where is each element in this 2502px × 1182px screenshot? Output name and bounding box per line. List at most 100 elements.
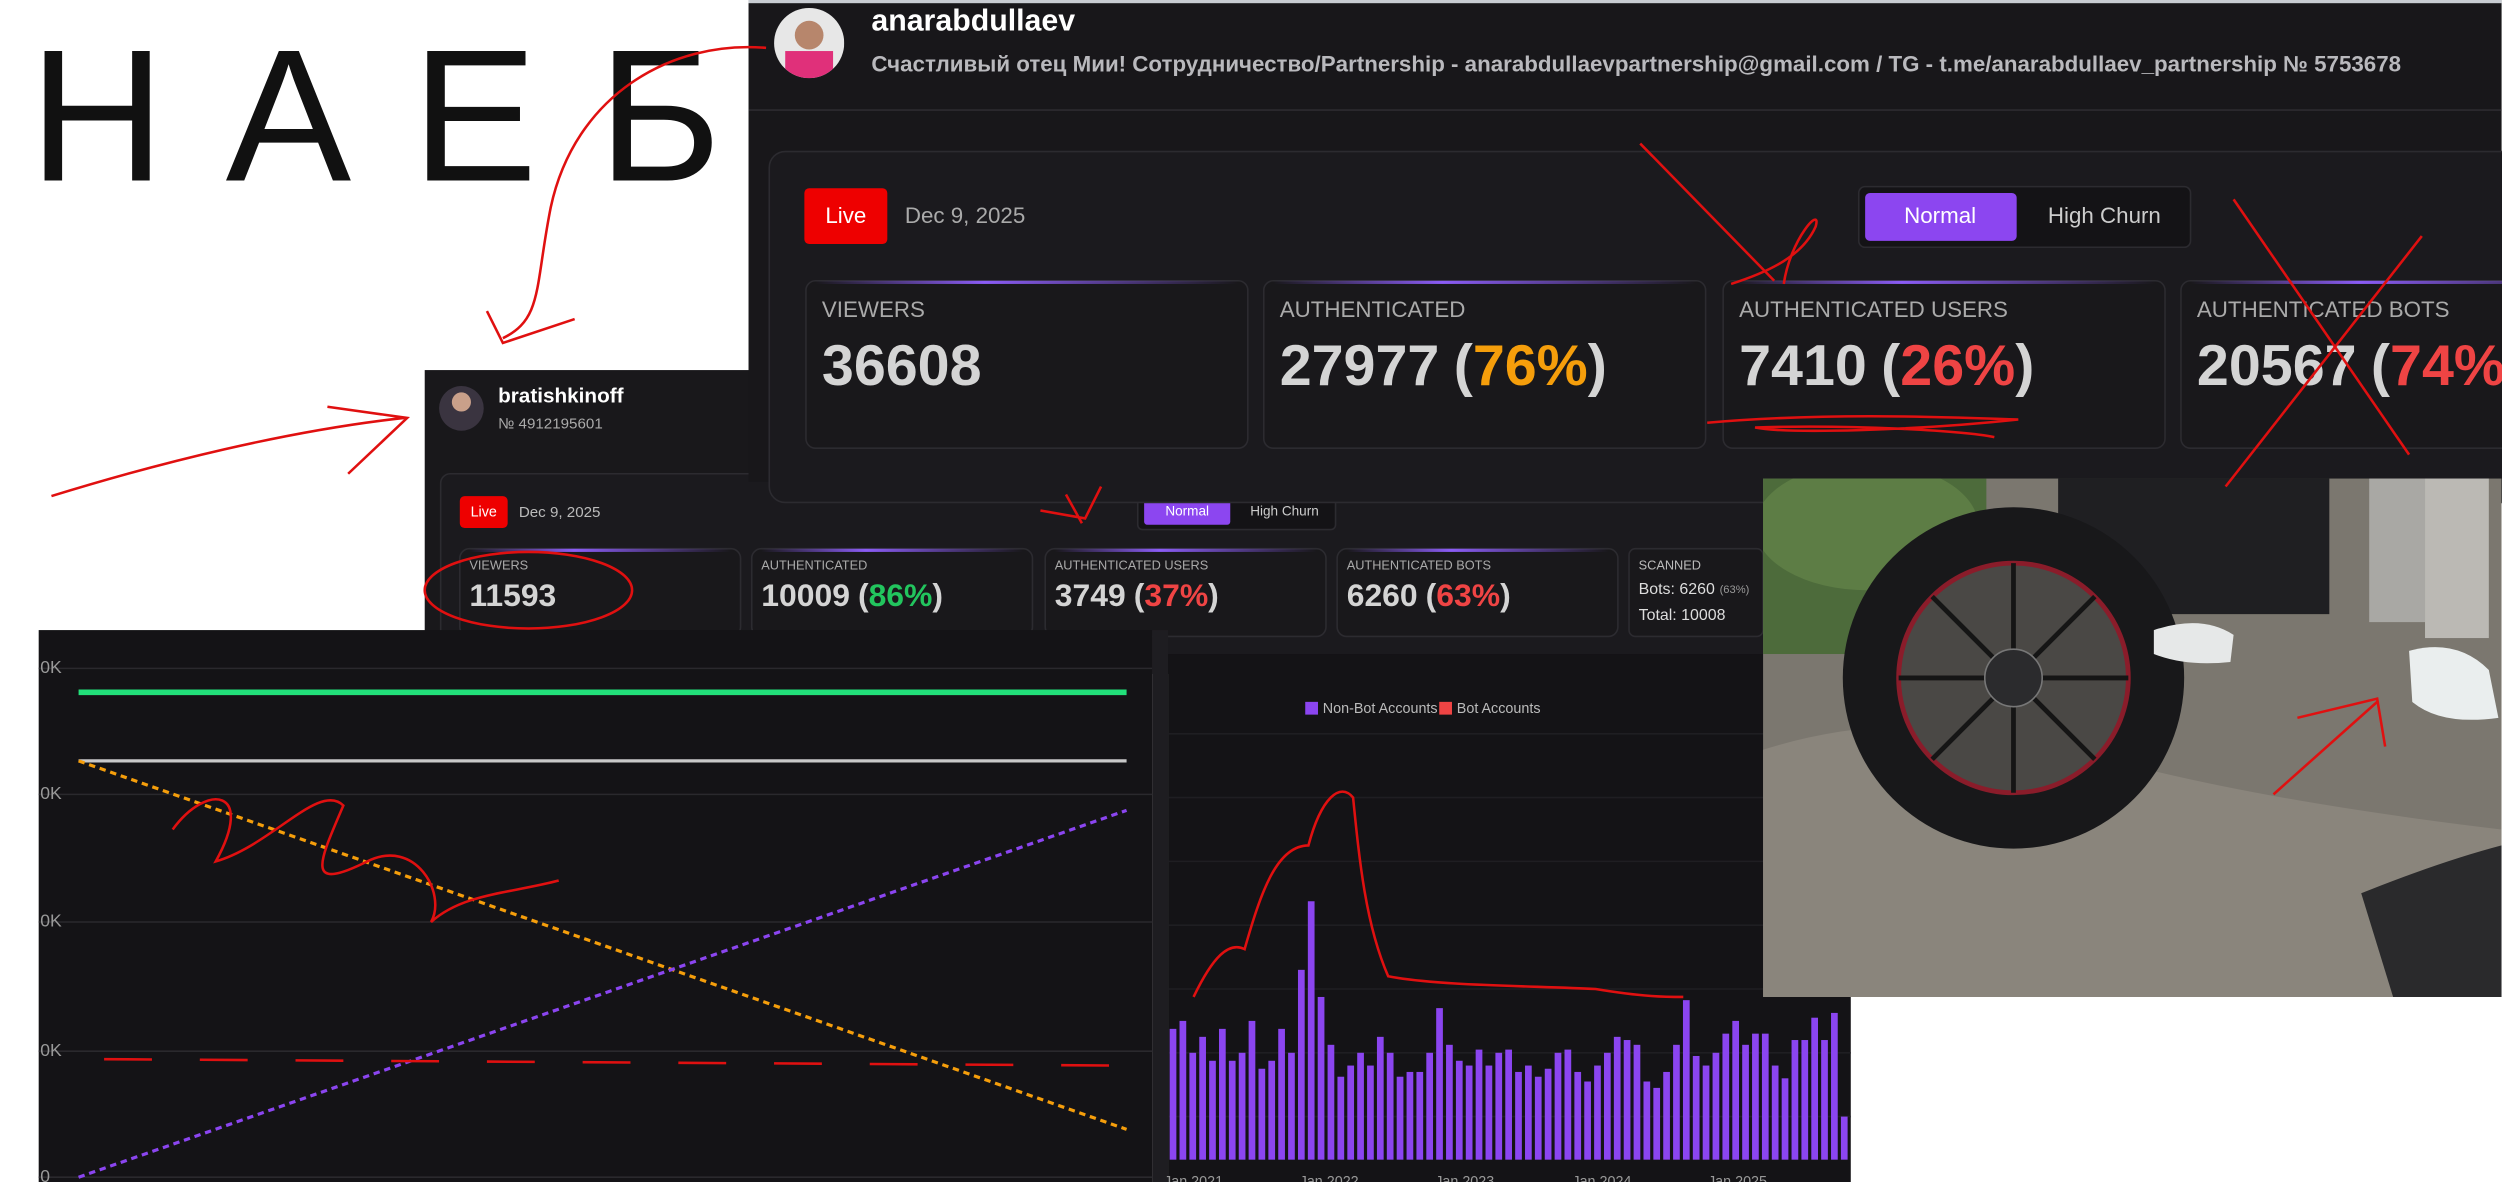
bar — [1564, 1049, 1572, 1160]
bar — [1455, 1060, 1463, 1160]
stat-label: AUTHENTICATED — [1280, 297, 1466, 322]
bar — [1485, 1065, 1493, 1160]
bar — [1515, 1071, 1522, 1160]
bar — [1692, 1055, 1700, 1160]
stat-label: VIEWERS — [822, 297, 925, 322]
stat-percent: 63% — [1436, 578, 1500, 614]
tab-normal[interactable] — [1144, 497, 1231, 525]
bar — [1209, 1060, 1216, 1160]
bar — [1347, 1065, 1355, 1160]
tab-label[interactable]: High Churn — [1250, 504, 1319, 519]
bar — [1831, 1012, 1838, 1160]
bar — [1228, 1060, 1236, 1160]
tab-label[interactable]: Normal — [1165, 504, 1209, 519]
tab-normal[interactable] — [1865, 193, 2017, 241]
stat-count: 3749 — [1055, 578, 1126, 614]
bar — [1179, 1020, 1187, 1160]
stat-percent: 76% — [1473, 334, 1588, 398]
stat-label: AUTHENTICATED USERS — [1055, 558, 1209, 573]
x-tick-label: Jan 2022 — [1300, 1174, 1359, 1182]
stat-value: 3749 (37%) — [1055, 578, 1219, 614]
paren: ( — [1134, 578, 1145, 614]
paren: ( — [1454, 334, 1474, 398]
bar — [1505, 1049, 1512, 1160]
bar — [1297, 969, 1305, 1160]
legend-swatch — [1439, 701, 1452, 715]
stat-value: 20567(74%) — [2197, 334, 2502, 398]
tab-label[interactable]: Normal — [1904, 203, 1976, 228]
live-text: Live — [471, 505, 497, 521]
photo — [1763, 478, 2502, 997]
y-tick-label: 0K — [40, 783, 62, 803]
bar — [1554, 1052, 1562, 1160]
scanned-total: Total: 10008 — [1639, 607, 1726, 624]
bar — [1436, 1008, 1443, 1160]
paren: ( — [1881, 334, 1901, 398]
bar — [1742, 1044, 1749, 1160]
card-accent — [1054, 548, 1317, 552]
paren: ) — [932, 578, 943, 614]
date: Dec 9, 2025 — [519, 504, 601, 521]
scanned-bots-text: Bots: 6260 — [1639, 581, 1715, 598]
channel-id: № 4912195601 — [498, 415, 603, 432]
username: bratishkinoff — [498, 385, 624, 408]
bar — [1416, 1071, 1424, 1160]
card-accent — [1732, 280, 2156, 284]
tab-label[interactable]: High Churn — [2048, 203, 2161, 228]
card-accent — [2190, 280, 2502, 284]
bar — [1633, 1044, 1641, 1160]
bar — [1386, 1052, 1394, 1160]
bar — [1821, 1040, 1828, 1160]
live-badge[interactable] — [459, 496, 508, 528]
x-tick-label: Jan 2021 — [1164, 1174, 1223, 1182]
bar — [1653, 1087, 1661, 1160]
bar — [1406, 1071, 1414, 1160]
bar — [1781, 1078, 1789, 1160]
stat-label: AUTHENTICATED BOTS — [1347, 558, 1491, 573]
paren: ) — [2015, 334, 2034, 398]
bar — [1307, 901, 1315, 1160]
bar — [1603, 1052, 1611, 1160]
bar — [1544, 1068, 1552, 1160]
bar — [1475, 1049, 1483, 1160]
x-tick-label: Jan 2024 — [1572, 1174, 1631, 1182]
bar — [1574, 1071, 1582, 1160]
legend-label: Bot Accounts — [1457, 701, 1541, 717]
stat-value: 7410 (26%) — [1739, 334, 2034, 398]
bar — [1357, 1052, 1364, 1160]
bar — [1248, 1020, 1256, 1160]
stat-percent: 26% — [1900, 334, 2015, 398]
username: anarabdullaev — [871, 4, 1075, 37]
bar — [1337, 1076, 1345, 1160]
stat-count: 10009 — [761, 578, 850, 614]
bar — [1376, 1036, 1384, 1160]
bar — [1811, 1017, 1819, 1160]
bar — [1525, 1065, 1532, 1160]
bar — [1761, 1033, 1769, 1160]
live-text: Live — [825, 203, 866, 228]
stat-value: 11593 — [469, 578, 556, 614]
scribbles — [51, 45, 2423, 1067]
stat-count: 27977 — [1280, 334, 1440, 398]
bar — [1702, 1065, 1710, 1160]
paren: ) — [1500, 578, 1511, 614]
stat-percent: 86% — [869, 578, 933, 614]
bar — [1367, 1065, 1374, 1160]
live-badge[interactable] — [804, 188, 888, 245]
stat-count: 20567 — [2197, 334, 2357, 398]
stat-label: AUTHENTICATED — [761, 558, 867, 573]
x-tick-label: Jan 2025 — [1708, 1174, 1767, 1182]
stat-value: 10009 (86%) — [761, 578, 943, 614]
date: Dec 9, 2025 — [905, 203, 1025, 228]
stat-count: 7410 — [1739, 334, 1867, 398]
bar — [1199, 1036, 1206, 1160]
bar — [1801, 1040, 1809, 1160]
bar — [1534, 1076, 1542, 1160]
stat-value: 27977 (76%) — [1280, 334, 1607, 398]
bar — [1219, 1028, 1226, 1160]
bar — [1643, 1081, 1651, 1160]
card-accent — [469, 548, 731, 552]
bar — [1840, 1116, 1848, 1160]
